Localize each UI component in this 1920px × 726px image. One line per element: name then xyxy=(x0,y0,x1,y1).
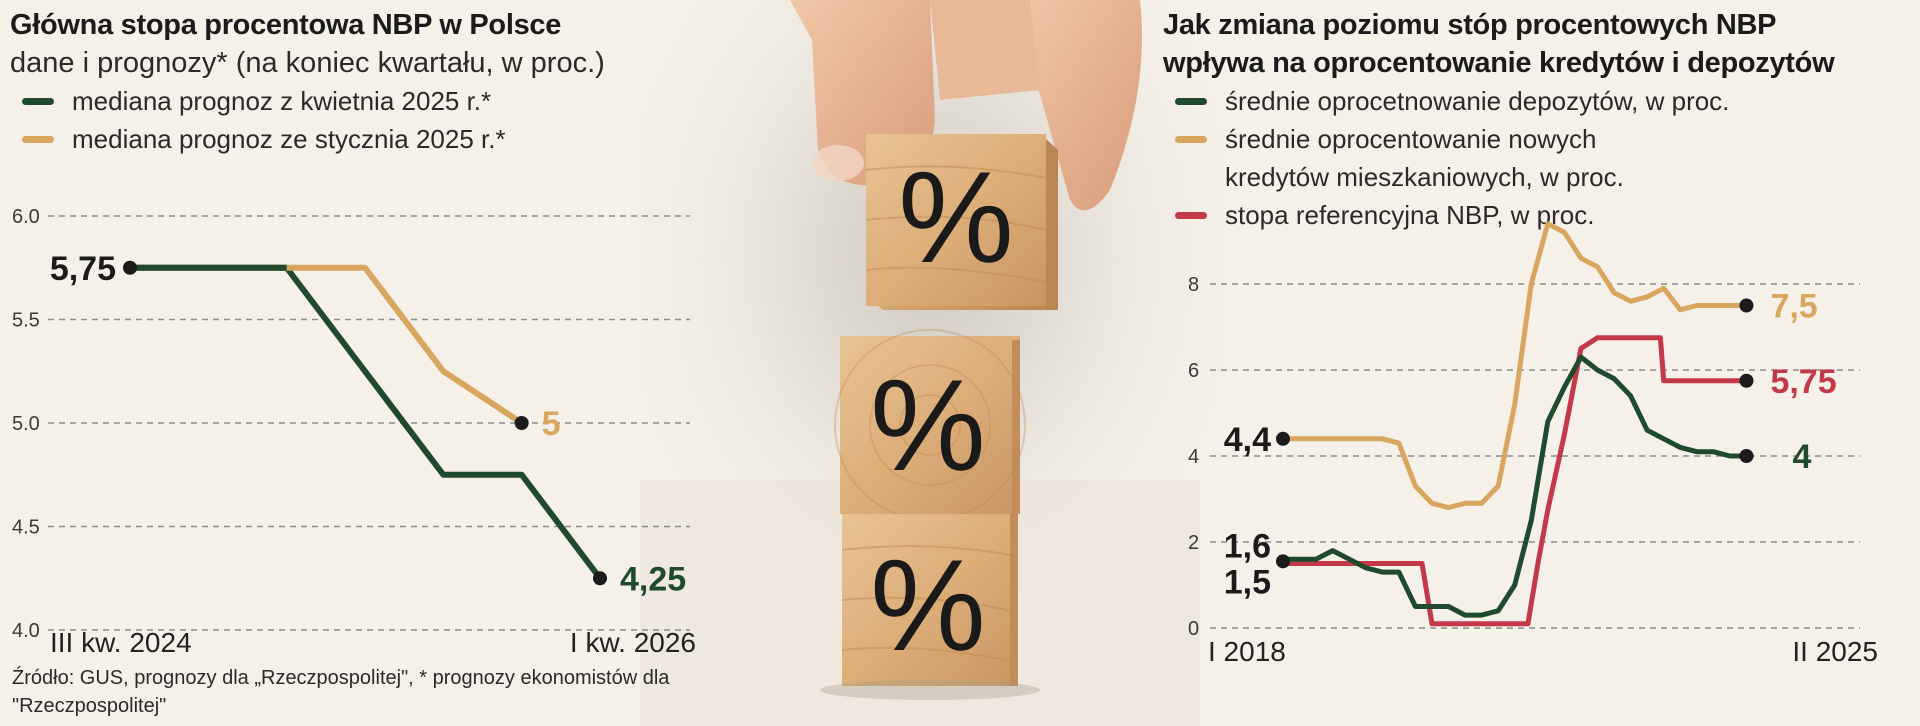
legend-label-mortgage: średnie oprocentowanie nowych kredytów m… xyxy=(1225,124,1624,192)
right-x-tick-label-start: I 2018 xyxy=(1208,636,1286,667)
right-chart-title-line1: Jak zmiana poziomu stóp procentowych NBP xyxy=(1163,9,1777,41)
right-series-line-mortgage xyxy=(1283,221,1747,511)
left-chart-title: Główna stopa procentowa NBP w Polsce xyxy=(10,9,562,41)
legend-label-deposits: średnie oprocetnowanie depozytów, w proc… xyxy=(1225,86,1730,116)
right-deposits-start-point xyxy=(1276,554,1290,569)
left-start-point xyxy=(123,260,137,275)
right-chart-title-line2: wpływa na oprocentowanie kredytów i depo… xyxy=(1163,47,1835,79)
legend-swatch-mortgage xyxy=(1175,136,1207,143)
left-series-line-january xyxy=(130,264,524,426)
right-data-label-reference-start: 1,5 xyxy=(1224,563,1271,601)
left-data-label-january-end: 5 xyxy=(542,405,561,443)
legend-swatch-april xyxy=(22,98,54,105)
right-data-label-mortgage-start: 4,4 xyxy=(1224,421,1271,459)
right-y-tick-label: 0 xyxy=(1188,618,1199,640)
bottom-block: % xyxy=(841,514,1018,686)
left-y-tick-label: 4.0 xyxy=(12,620,40,642)
left-y-tick-label: 5.5 xyxy=(12,310,40,332)
left-y-tick-label: 5.0 xyxy=(12,413,40,435)
left-january-end-point xyxy=(514,416,529,430)
left-legend-item-january: mediana prognoz ze stycznia 2025 r.* xyxy=(10,120,730,158)
right-y-tick-label: 2 xyxy=(1188,532,1199,554)
right-x-tick-label-end: II 2025 xyxy=(1792,636,1878,667)
left-y-tick-label: 4.5 xyxy=(12,517,40,539)
percent-symbol-bottom: % xyxy=(870,532,986,678)
right-legend-item-mortgage: średnie oprocentowanie nowych kredytów m… xyxy=(1163,120,1920,196)
right-legend-item-deposits: średnie oprocetnowanie depozytów, w proc… xyxy=(1163,82,1920,120)
source-note: Źródło: GUS, prognozy dla „Rzeczpospolit… xyxy=(12,667,670,717)
right-data-label-deposits-end: 4 xyxy=(1792,438,1811,476)
right-mortgage-end-point xyxy=(1739,298,1754,313)
right-series-line-deposits xyxy=(1283,354,1747,618)
right-series-line-reference-rate xyxy=(1283,335,1747,627)
right-data-label-mortgage-end: 7,5 xyxy=(1770,288,1817,326)
right-deposits-end-point xyxy=(1739,449,1754,463)
right-mortgage-start-point xyxy=(1276,431,1290,446)
left-april-end-point xyxy=(593,571,607,586)
legend-label-january: mediana prognoz ze stycznia 2025 r.* xyxy=(72,124,506,154)
right-reference-end-point xyxy=(1739,373,1754,388)
left-data-label-start: 5,75 xyxy=(50,250,116,288)
right-y-tick-label: 8 xyxy=(1188,274,1199,296)
left-data-label-april-end: 4,25 xyxy=(620,560,686,598)
top-block: % xyxy=(865,134,1058,310)
right-chart-header: Jak zmiana poziomu stóp procentowych NBP… xyxy=(1163,6,1920,234)
left-legend-item-april: mediana prognoz z kwietnia 2025 r.* xyxy=(10,82,730,120)
legend-swatch-january xyxy=(22,136,54,143)
left-x-tick-label-end: I kw. 2026 xyxy=(570,627,696,658)
right-legend-item-reference-rate: stopa referencyjna NBP, w proc. xyxy=(1163,196,1920,234)
left-chart-header: Główna stopa procentowa NBP w Polsce dan… xyxy=(10,6,730,158)
legend-label-reference-rate: stopa referencyjna NBP, w proc. xyxy=(1225,200,1595,230)
right-y-tick-label: 4 xyxy=(1188,446,1199,468)
right-data-label-deposits-start: 1,6 xyxy=(1224,527,1271,565)
left-x-tick-label-start: III kw. 2024 xyxy=(50,627,192,658)
legend-swatch-reference-rate xyxy=(1175,212,1207,219)
left-chart-subtitle: dane i prognozy* (na koniec kwartału, w … xyxy=(10,47,605,79)
left-series-line-april xyxy=(130,264,603,581)
right-y-tick-label: 6 xyxy=(1188,360,1199,382)
percent-symbol-middle: % xyxy=(870,352,986,498)
middle-block: % xyxy=(834,329,1026,521)
right-data-label-reference-end: 5,75 xyxy=(1770,363,1836,401)
percent-symbol-top: % xyxy=(898,144,1014,290)
legend-swatch-deposits xyxy=(1175,98,1207,105)
left-y-tick-label: 6.0 xyxy=(12,206,40,228)
legend-label-april: mediana prognoz z kwietnia 2025 r.* xyxy=(72,86,492,116)
